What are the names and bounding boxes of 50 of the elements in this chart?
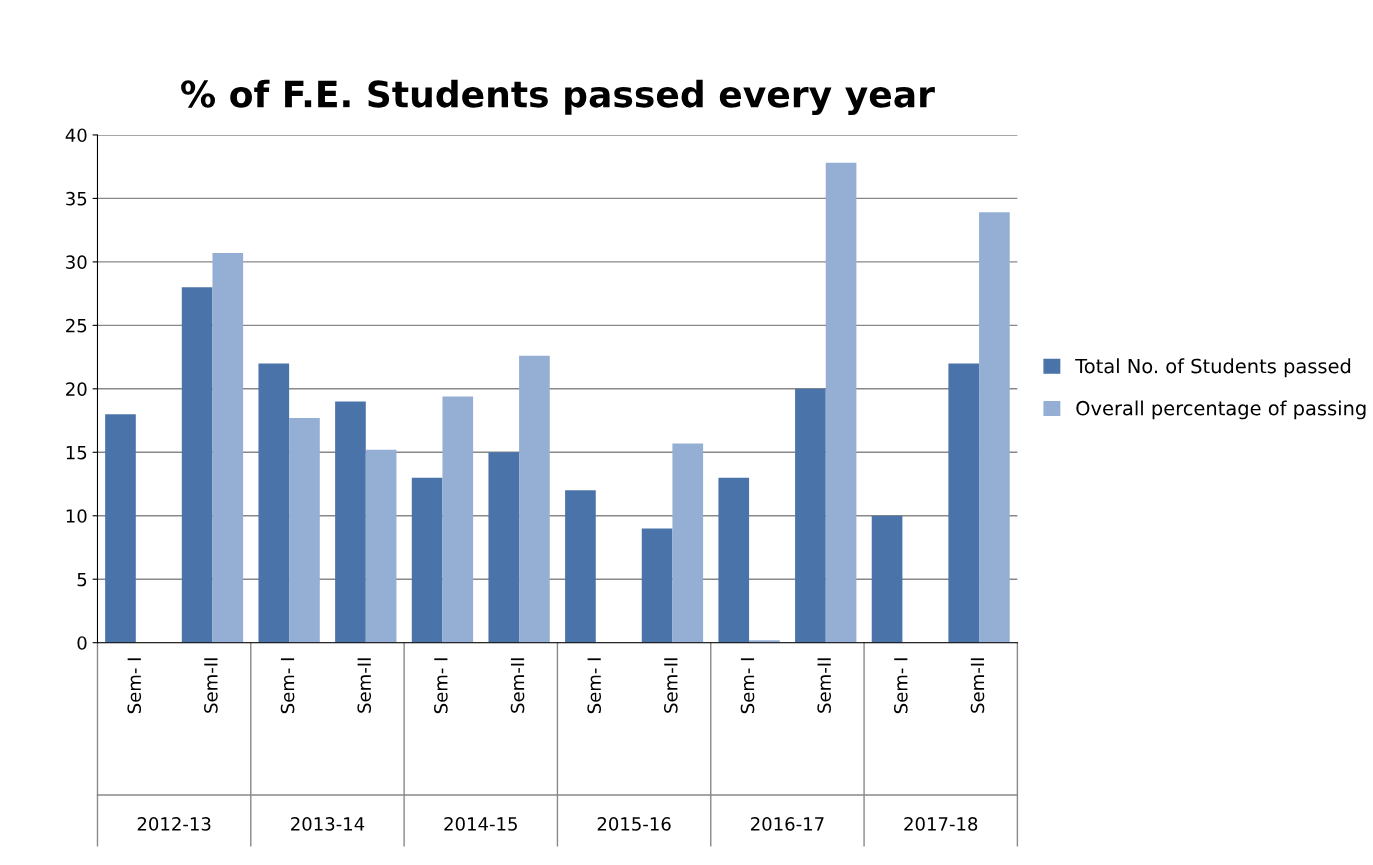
text: 2015-16 <box>597 817 671 831</box>
x-tick-label: Sem- I <box>740 658 755 714</box>
x-tick-label: Sem-II <box>510 658 525 713</box>
x-tick-label: Sem-II <box>970 658 985 713</box>
text: 2014-15 <box>444 817 517 831</box>
text: 2013-14 <box>291 817 365 831</box>
y-tick-label: 0 <box>77 636 87 650</box>
text: 2016-17 <box>751 817 824 831</box>
x-tick-label: Sem- I <box>587 658 602 714</box>
y-tick-label: 30 <box>66 255 87 269</box>
bar <box>948 363 980 643</box>
legend-label: Overall percentage of passing <box>1076 400 1366 420</box>
x-tick-label: Sem- I <box>434 658 448 714</box>
y-tick-label: 40 <box>65 128 87 143</box>
bar <box>871 515 903 643</box>
bar <box>365 449 397 643</box>
y-tick-label: 5 <box>77 572 87 587</box>
legend-label: Total No. of Students passed <box>1075 358 1351 378</box>
bar <box>825 162 857 643</box>
bar <box>335 401 366 643</box>
bar <box>181 287 213 643</box>
y-tick-label: 20 <box>66 382 87 396</box>
bar <box>258 363 290 643</box>
x-tick-label: Sem- I <box>127 658 142 714</box>
text: 2017-18 <box>904 817 978 831</box>
bar <box>289 418 320 643</box>
y-tick-label: 15 <box>66 445 87 460</box>
bar <box>442 396 474 643</box>
bar <box>105 414 136 643</box>
x-tick-label: Sem-II <box>817 658 831 713</box>
chart-title: % of F.E. Students passed every year <box>181 79 935 115</box>
bar <box>411 477 443 643</box>
x-tick-label: Sem-II <box>664 658 678 713</box>
bar <box>519 355 550 643</box>
y-tick-label: 10 <box>66 509 87 523</box>
text: 2012-13 <box>137 817 211 831</box>
x-tick-label: Sem- I <box>280 658 295 714</box>
bar <box>641 528 673 643</box>
bar <box>795 388 826 643</box>
y-tick-label: 25 <box>66 318 87 333</box>
x-tick-label: Sem-II <box>204 658 218 713</box>
bar <box>565 490 596 643</box>
bar <box>488 452 520 643</box>
bar <box>212 252 244 643</box>
y-tick-label: 35 <box>66 191 87 206</box>
x-tick-label: Sem-II <box>357 658 372 713</box>
bar <box>672 443 704 643</box>
bar <box>718 477 750 643</box>
bar <box>979 212 1010 643</box>
x-tick-label: Sem- I <box>893 658 908 714</box>
